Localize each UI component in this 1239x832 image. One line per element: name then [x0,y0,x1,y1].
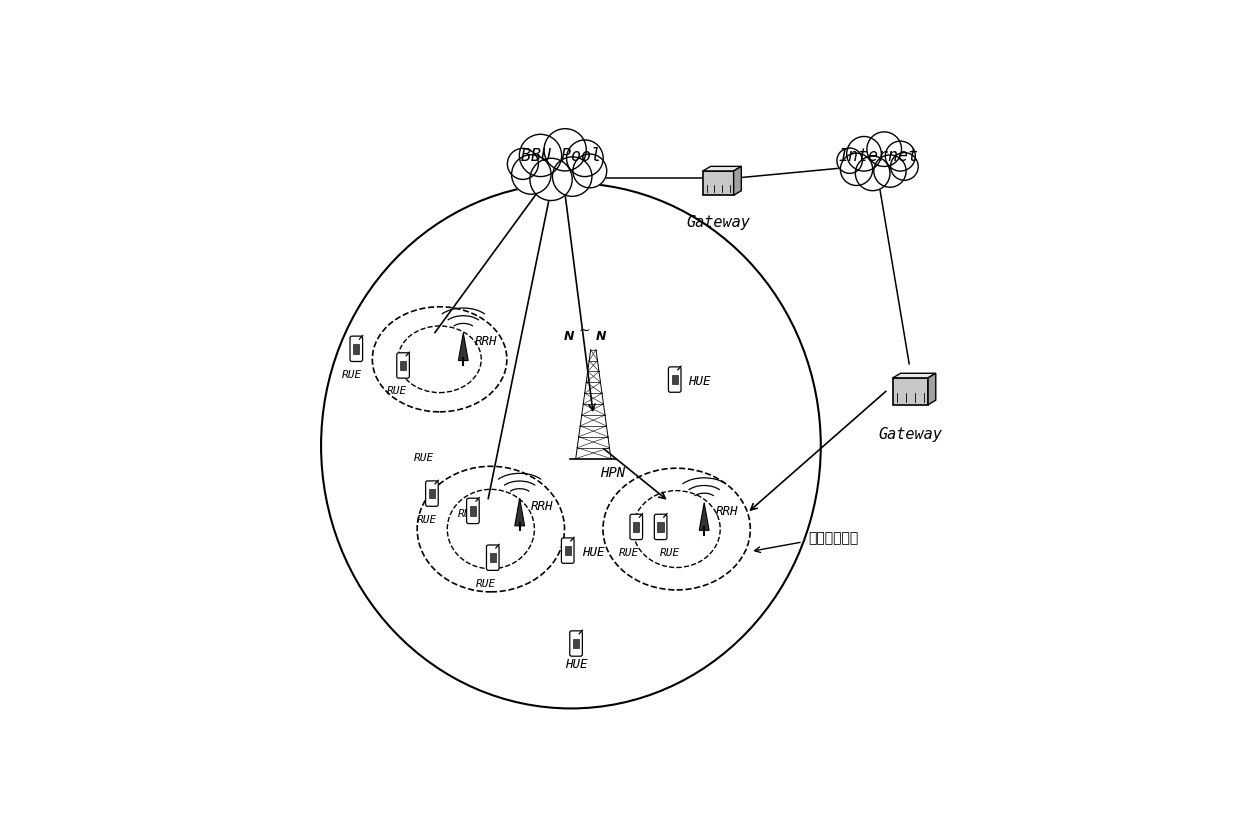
Circle shape [566,140,603,176]
Text: RRH: RRH [532,500,554,513]
Text: 小区范围扩展: 小区范围扩展 [808,532,859,546]
Text: HUE: HUE [688,375,711,389]
Polygon shape [458,333,468,360]
Text: BBU Pool: BBU Pool [522,147,601,166]
Bar [489,552,496,562]
Text: Gateway: Gateway [878,427,943,442]
Circle shape [836,148,862,173]
FancyBboxPatch shape [426,481,439,507]
Polygon shape [733,166,741,196]
Circle shape [855,156,890,191]
Circle shape [867,131,902,166]
Bar [672,374,678,384]
Text: HPN: HPN [600,466,624,480]
Bar [565,546,571,555]
Bar [893,378,928,405]
Text: RUE: RUE [342,370,362,380]
Text: N: N [596,330,606,344]
Circle shape [873,155,906,187]
Circle shape [519,134,561,176]
Text: RUE: RUE [618,548,639,558]
Text: ~: ~ [579,324,590,338]
Text: RUE: RUE [476,579,497,589]
Circle shape [886,141,916,171]
Text: RRH: RRH [716,504,738,518]
FancyBboxPatch shape [561,538,574,563]
FancyBboxPatch shape [349,336,363,361]
FancyBboxPatch shape [396,353,409,379]
Polygon shape [893,374,935,378]
Bar [429,488,435,498]
Circle shape [891,152,918,181]
Circle shape [572,154,607,188]
Text: RUE: RUE [660,548,680,558]
Circle shape [840,153,872,186]
FancyBboxPatch shape [467,498,479,523]
Bar [633,522,639,532]
Text: RUE: RUE [387,386,406,396]
FancyBboxPatch shape [668,367,681,392]
Text: Gateway: Gateway [686,215,750,230]
Bar [703,171,733,196]
Text: RUE: RUE [458,508,478,518]
Text: N: N [564,330,574,344]
FancyBboxPatch shape [654,514,667,540]
Circle shape [544,129,586,171]
Text: Internet: Internet [839,146,918,165]
Text: RUE: RUE [414,453,434,463]
Polygon shape [928,374,935,405]
Circle shape [512,155,551,194]
Bar [470,506,476,516]
Text: RUE: RUE [416,515,437,525]
Bar [572,639,579,648]
Polygon shape [703,166,741,171]
Text: RRH: RRH [475,334,497,348]
Bar [353,344,359,354]
Circle shape [846,136,881,171]
Polygon shape [514,498,524,526]
Text: HUE: HUE [582,547,605,559]
Circle shape [508,148,539,180]
FancyBboxPatch shape [570,631,582,656]
Circle shape [553,157,592,196]
FancyBboxPatch shape [487,545,499,571]
Polygon shape [699,503,709,530]
Text: HUE: HUE [565,658,587,671]
Bar [400,360,406,370]
Bar [658,522,664,532]
Circle shape [530,158,572,201]
FancyBboxPatch shape [629,514,643,540]
